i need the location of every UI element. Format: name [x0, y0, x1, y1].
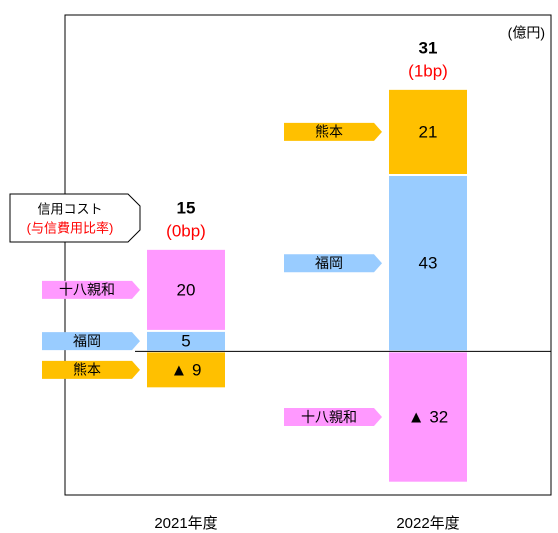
callout-title: 信用コスト [37, 201, 102, 216]
callout-subtitle: (与信費用比率) [27, 220, 114, 235]
segment-label: ▲ 32 [408, 408, 448, 427]
segment-label: ▲ 9 [170, 360, 201, 379]
bar-segment [147, 249, 225, 330]
callout-box [9, 193, 141, 243]
series-tag [284, 122, 382, 141]
bar-segment [147, 331, 225, 351]
series-tag [42, 360, 140, 379]
segment-label: 20 [177, 280, 196, 299]
series-tag [284, 408, 382, 427]
series-tag-label: 福岡 [73, 333, 101, 349]
segment-label: 21 [419, 122, 438, 141]
bar-segment [147, 352, 225, 388]
x-tick-label: 2022年度 [396, 515, 459, 532]
series-tag [284, 254, 382, 273]
series-tag-label: 熊本 [315, 124, 343, 140]
series-tag-label: 熊本 [73, 362, 101, 378]
bar-segment [389, 352, 467, 482]
segment-label: 5 [181, 332, 190, 351]
series-tag [42, 332, 140, 351]
total-label: 15 [177, 198, 196, 217]
unit-label: (億円) [508, 25, 545, 41]
total-note: (0bp) [166, 221, 206, 240]
series-tag-label: 福岡 [315, 255, 343, 271]
total-label: 31 [419, 38, 438, 57]
plot-frame [64, 14, 552, 496]
total-note: (1bp) [408, 61, 448, 80]
series-tag-label: 十八親和 [301, 409, 357, 425]
bar-segment [389, 89, 467, 174]
x-tick-label: 2021年度 [154, 515, 217, 532]
series-tag [42, 280, 140, 299]
series-tag-label: 十八親和 [59, 282, 115, 298]
segment-label: 43 [419, 254, 438, 273]
bar-segment [389, 176, 467, 351]
